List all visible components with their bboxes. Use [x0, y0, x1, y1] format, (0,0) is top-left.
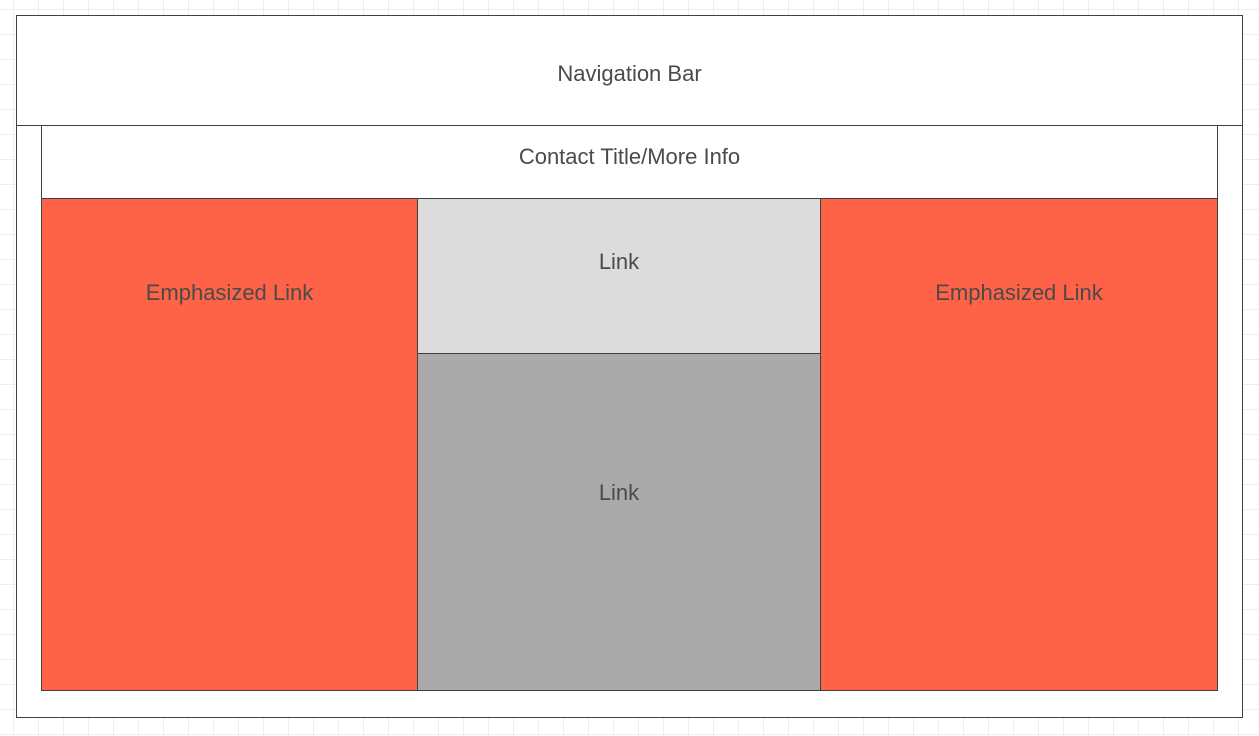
link-bottom[interactable]: Link [417, 353, 821, 691]
navigation-bar[interactable]: Navigation Bar [16, 15, 1243, 126]
emphasized-link-right-label: Emphasized Link [935, 280, 1103, 305]
emphasized-link-left[interactable]: Emphasized Link [41, 198, 418, 691]
link-top[interactable]: Link [417, 198, 821, 354]
emphasized-link-left-label: Emphasized Link [145, 280, 314, 305]
contact-title-label: Contact Title/More Info [518, 144, 741, 169]
link-top-label: Link [598, 249, 640, 274]
contact-title-box: Contact Title/More Info [41, 125, 1218, 199]
navigation-bar-label: Navigation Bar [557, 61, 702, 86]
emphasized-link-right[interactable]: Emphasized Link [820, 198, 1218, 691]
link-bottom-label: Link [598, 480, 640, 505]
